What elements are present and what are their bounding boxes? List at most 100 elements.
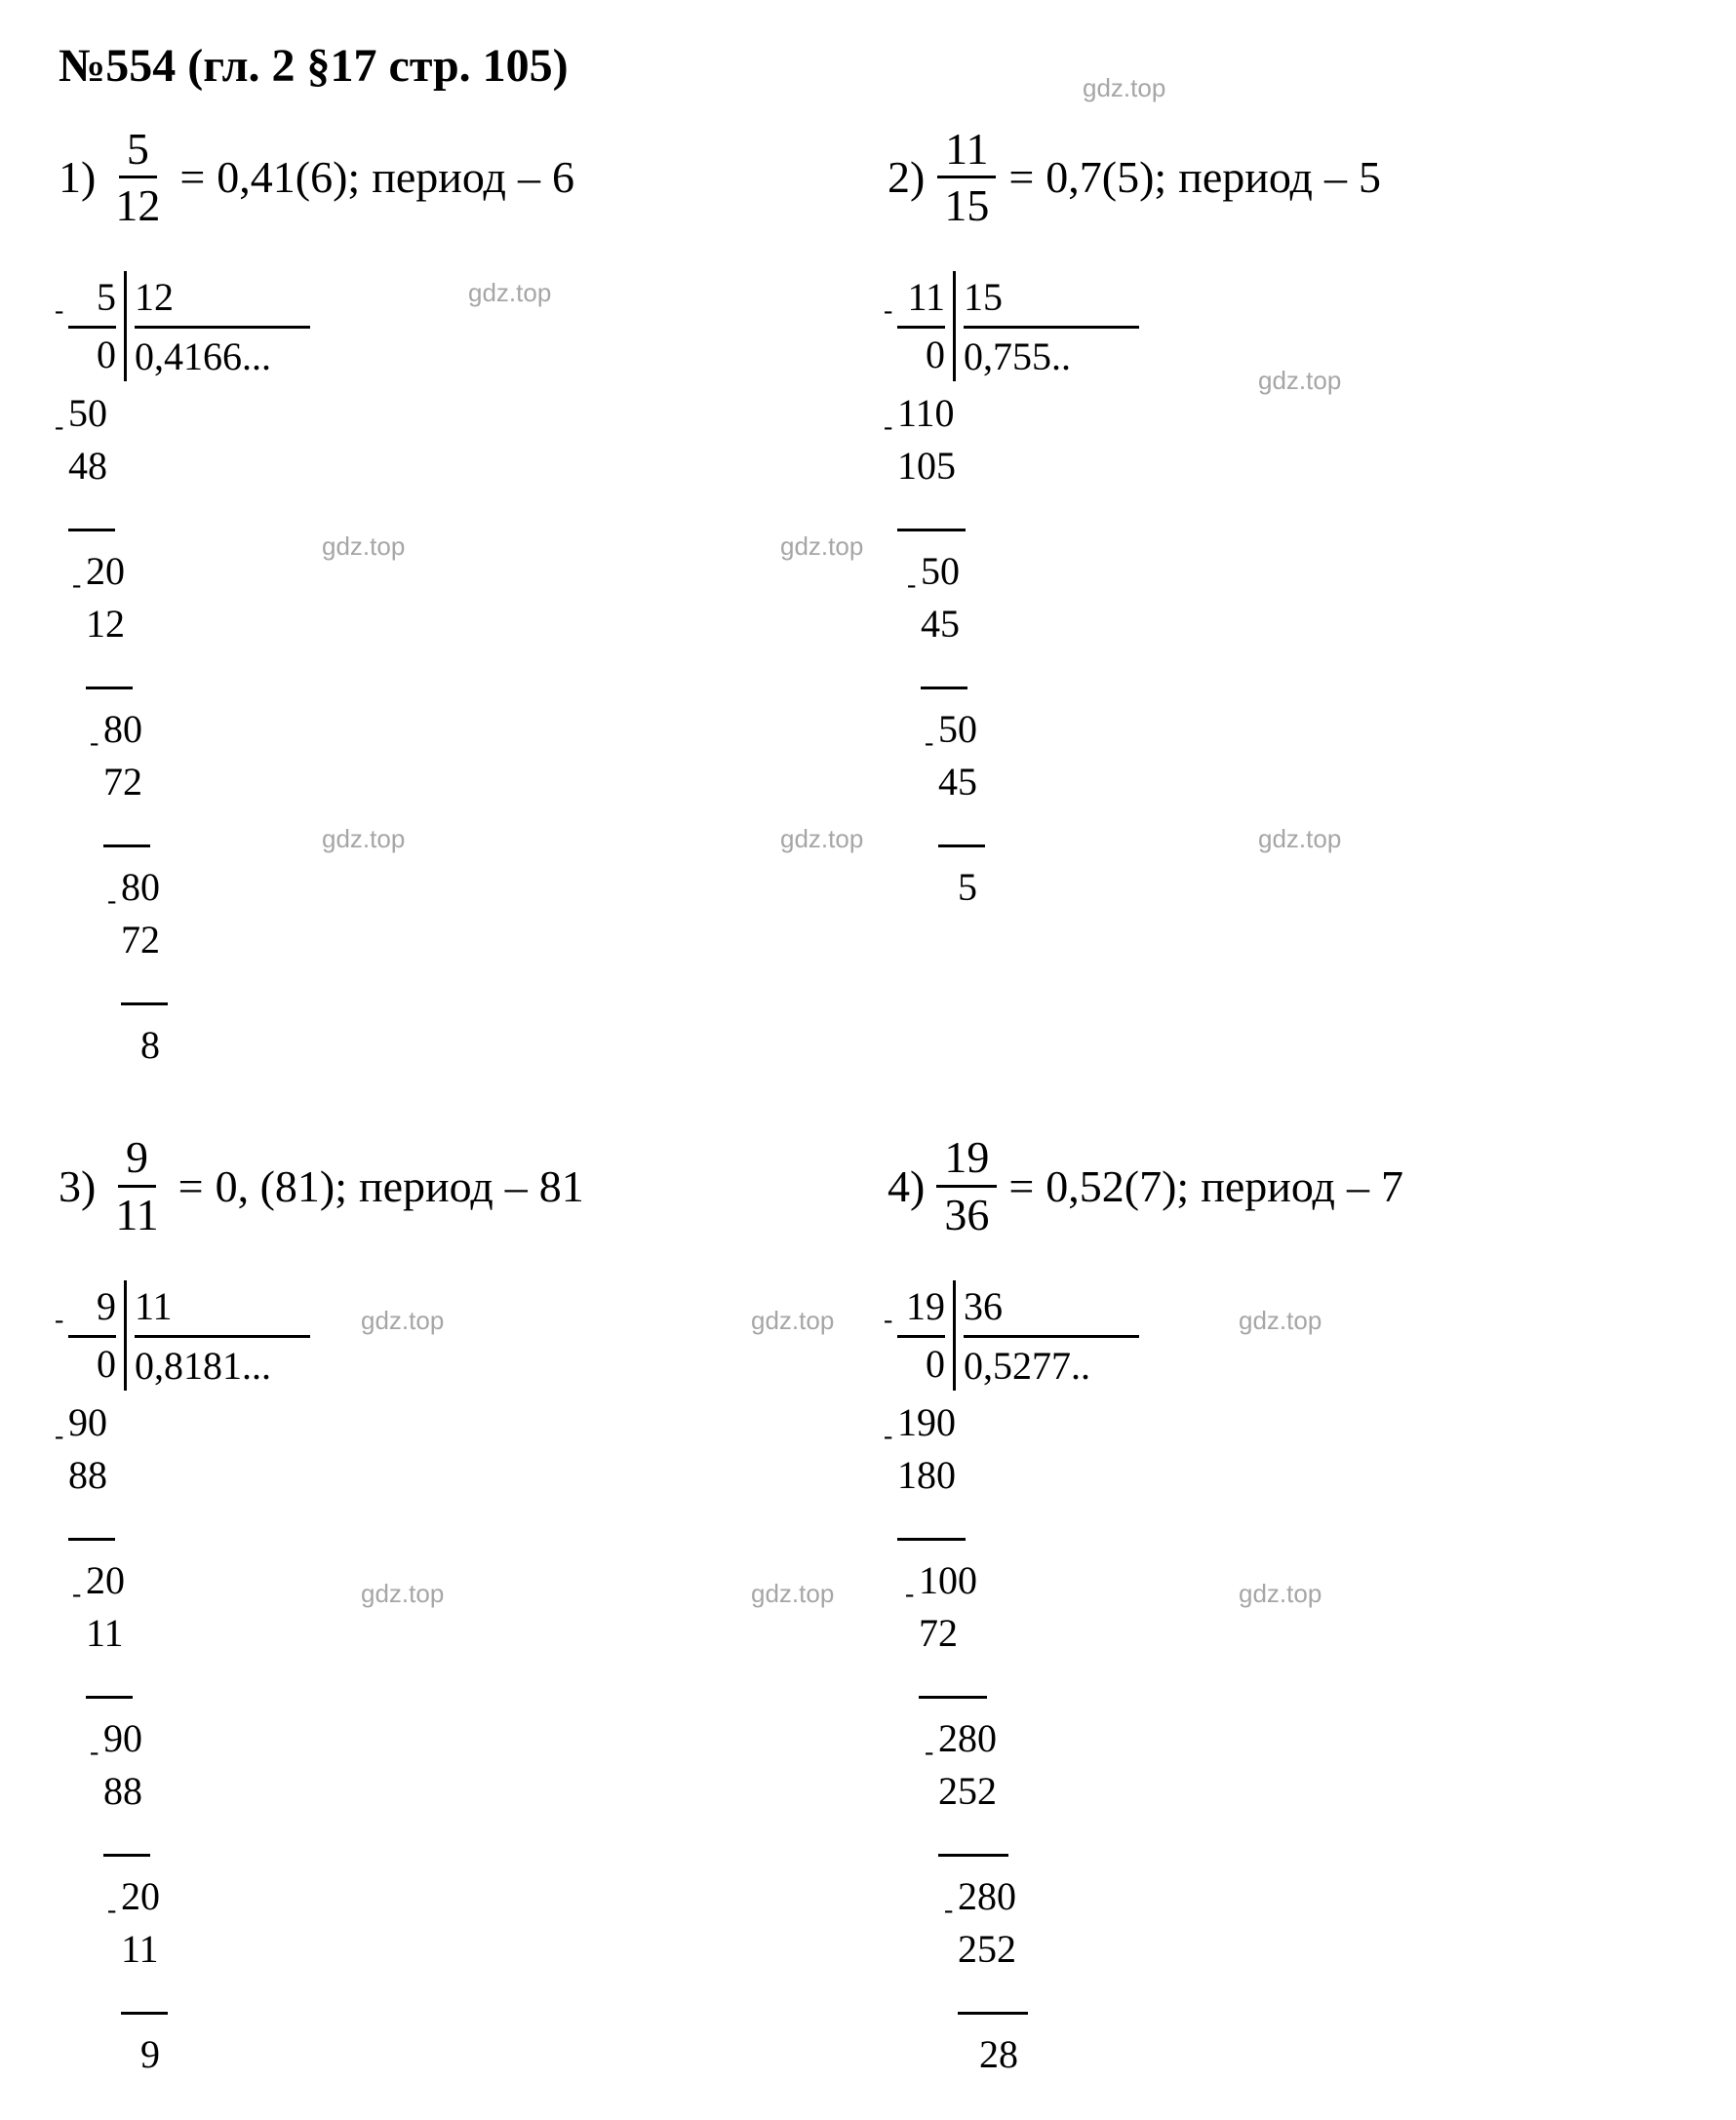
long-division: -50120,4166...-5048-2012-8072-80728 <box>68 271 848 1072</box>
division-step-bottom: 45 <box>938 756 1677 808</box>
period-value: 7 <box>1381 1160 1403 1212</box>
division-underline <box>86 687 133 689</box>
division-step-top: 280 <box>958 1870 1677 1923</box>
dash: – <box>518 151 540 203</box>
minus-sign: - <box>72 567 81 604</box>
fraction-denominator: 36 <box>936 1188 997 1241</box>
equals-sign: = <box>179 151 205 203</box>
minus-sign: - <box>72 1576 81 1613</box>
fraction-numerator: 19 <box>936 1130 997 1187</box>
division-underline <box>103 1854 150 1857</box>
division-remainder: 8 <box>68 1019 848 1072</box>
minus-sign: - <box>884 409 892 446</box>
result-value: 0,52(7); <box>1046 1160 1189 1212</box>
division-underline <box>938 1854 1008 1857</box>
problem-4: 4)1936=0,52(7);период–7-190360,5277..-19… <box>888 1130 1677 2080</box>
division-step-bottom: 72 <box>919 1607 1677 1660</box>
division-step-bottom: 11 <box>86 1607 848 1660</box>
dividend-bottom: 0 <box>897 1335 945 1391</box>
problem-number: 4) <box>888 1160 925 1212</box>
divisor: 12 <box>135 271 310 329</box>
dash: – <box>505 1160 528 1212</box>
period-value: 5 <box>1359 151 1381 203</box>
fraction-denominator: 11 <box>107 1188 166 1241</box>
minus-sign: - <box>884 293 892 330</box>
quotient: 0,4166... <box>135 329 310 383</box>
division-step-bottom: 88 <box>68 1449 848 1502</box>
division-step-top: 80 <box>103 703 848 756</box>
division-step-bottom: 88 <box>103 1765 848 1818</box>
minus-sign: - <box>107 883 116 920</box>
division-step-top: 110 <box>897 387 1677 440</box>
division-step-bottom: 180 <box>897 1449 1677 1502</box>
problem-2: 2)1115=0,7(5);период–5-110150,755..-1101… <box>888 122 1677 1072</box>
divisor: 36 <box>964 1280 1139 1338</box>
minus-sign: - <box>55 1418 63 1455</box>
fraction-numerator: 9 <box>118 1130 156 1187</box>
division-underline <box>121 1002 168 1005</box>
dividend-top: 5 <box>68 271 116 324</box>
result-value: 0,41(6); <box>217 151 360 203</box>
fraction-numerator: 5 <box>119 122 157 178</box>
division-step-top: 100 <box>919 1554 1677 1607</box>
divisor: 15 <box>964 271 1139 329</box>
division-step-top: 20 <box>86 1554 848 1607</box>
equation-line: 2)1115=0,7(5);период–5 <box>888 122 1677 232</box>
division-step-top: 20 <box>86 545 848 598</box>
fraction: 1115 <box>936 122 997 232</box>
equation-line: 3)911=0, (81);период–81 <box>59 1130 848 1240</box>
minus-sign: - <box>925 1734 933 1771</box>
division-underline <box>897 529 966 531</box>
division-step-top: 20 <box>121 1870 848 1923</box>
problem-3: 3)911=0, (81);период–81-90110,8181...-90… <box>59 1130 848 2080</box>
division-underline <box>938 844 985 847</box>
minus-sign: - <box>55 1302 63 1339</box>
fraction-denominator: 15 <box>936 178 997 232</box>
problem-number: 2) <box>888 151 925 203</box>
dash: – <box>1347 1160 1369 1212</box>
minus-sign: - <box>884 1302 892 1339</box>
division-underline <box>103 844 150 847</box>
division-underline <box>121 2012 168 2015</box>
division-step-top: 280 <box>938 1712 1677 1765</box>
result-value: 0, (81); <box>216 1160 347 1212</box>
division-underline <box>919 1696 987 1699</box>
fraction: 1936 <box>936 1130 997 1240</box>
period-value: 6 <box>552 151 574 203</box>
division-step-bottom: 105 <box>897 440 1677 492</box>
fraction-numerator: 11 <box>937 122 996 178</box>
quotient: 0,5277.. <box>964 1338 1139 1393</box>
problem-number: 1) <box>59 151 96 203</box>
division-step-bottom: 252 <box>958 1923 1677 1976</box>
minus-sign: - <box>905 1576 914 1613</box>
minus-sign: - <box>90 725 99 762</box>
divisor: 11 <box>135 1280 310 1338</box>
minus-sign: - <box>90 1734 99 1771</box>
dividend-bottom: 0 <box>68 1335 116 1391</box>
dividend-bottom: 0 <box>68 326 116 381</box>
period-label: период <box>1178 151 1313 203</box>
long-division: -90110,8181...-9088-2011-9088-20119 <box>68 1280 848 2081</box>
minus-sign: - <box>907 567 916 604</box>
division-remainder: 28 <box>897 2028 1677 2081</box>
period-label: период <box>359 1160 493 1212</box>
division-step-bottom: 45 <box>921 598 1677 650</box>
minus-sign: - <box>944 1892 953 1929</box>
division-remainder: 9 <box>68 2028 848 2081</box>
dividend-top: 11 <box>897 271 945 324</box>
division-step-top: 80 <box>121 861 848 914</box>
equation-line: 4)1936=0,52(7);период–7 <box>888 1130 1677 1240</box>
dash: – <box>1324 151 1347 203</box>
equation-line: 1)512=0,41(6);период–6 <box>59 122 848 232</box>
division-step-top: 190 <box>897 1396 1677 1449</box>
minus-sign: - <box>884 1418 892 1455</box>
long-division: -110150,755..-110105-5045-50455 <box>897 271 1677 914</box>
minus-sign: - <box>925 725 933 762</box>
division-step-top: 50 <box>68 387 848 440</box>
division-underline <box>68 1538 115 1541</box>
equals-sign: = <box>1008 1160 1034 1212</box>
problem-number: 3) <box>59 1160 96 1212</box>
dividend-top: 19 <box>897 1280 945 1333</box>
minus-sign: - <box>55 409 63 446</box>
division-underline <box>897 1538 966 1541</box>
